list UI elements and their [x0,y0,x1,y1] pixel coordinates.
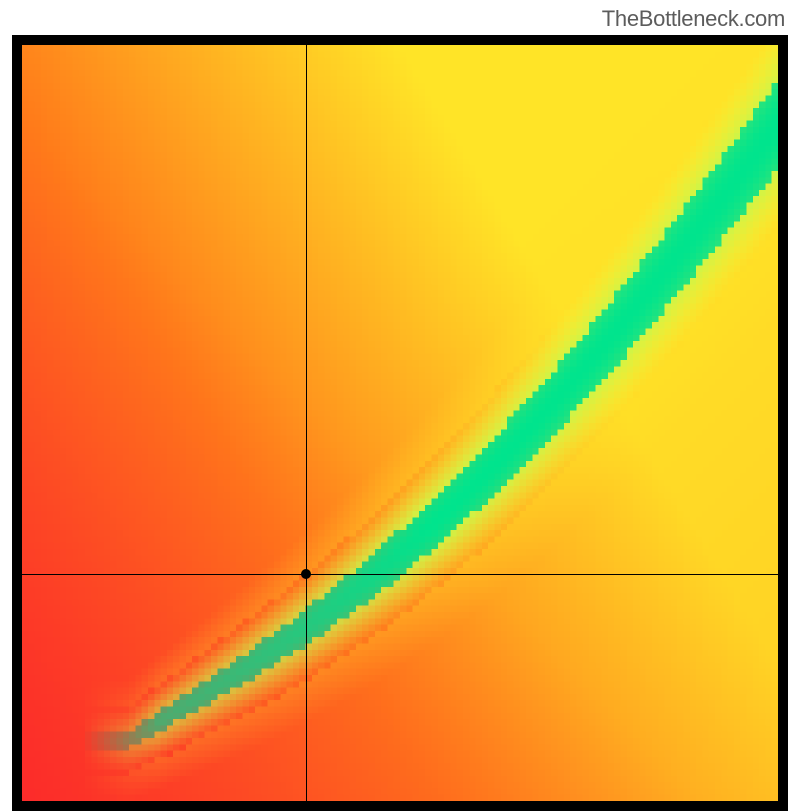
crosshair-horizontal [22,574,778,575]
chart-container: TheBottleneck.com [0,0,800,800]
crosshair-vertical [306,45,307,801]
watermark-label: TheBottleneck.com [602,6,785,31]
plot-area [12,35,788,811]
marker-dot [301,569,311,579]
heatmap-canvas [22,45,778,801]
watermark-text: TheBottleneck.com [602,6,785,32]
